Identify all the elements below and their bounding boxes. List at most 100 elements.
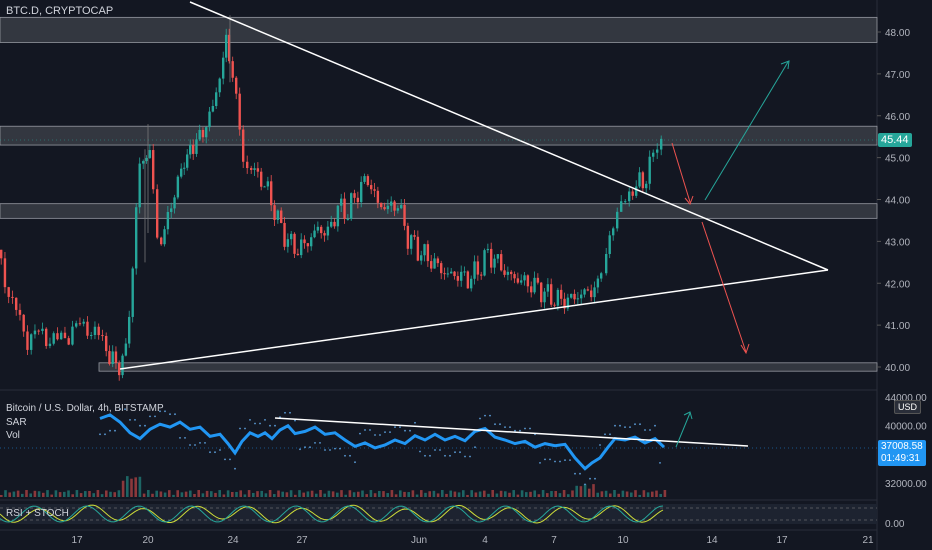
- sr-zone[interactable]: [0, 16, 878, 43]
- sar-dot: [244, 427, 246, 430]
- candle-body: [75, 323, 78, 327]
- candle-body: [67, 338, 70, 345]
- candle-body: [660, 138, 663, 150]
- sar-dot: [344, 454, 346, 457]
- candle-body: [320, 226, 323, 234]
- sar-dot: [219, 449, 221, 451]
- volume-bar: [436, 493, 440, 497]
- candle-body: [546, 284, 550, 292]
- candle-body: [450, 271, 453, 274]
- volume-bar: [46, 490, 49, 497]
- sar-dot: [599, 444, 601, 446]
- volume-bar: [373, 493, 377, 497]
- currency-badge[interactable]: USD: [894, 400, 922, 414]
- sr-zone[interactable]: [0, 125, 878, 146]
- sar-dot: [129, 419, 131, 421]
- sar-dot: [654, 424, 656, 427]
- sar-dot: [524, 427, 526, 430]
- volume-bar: [655, 490, 658, 497]
- sar-dot: [509, 426, 511, 428]
- btc-resistance-trendline[interactable]: [274, 417, 749, 447]
- volume-bar: [533, 490, 536, 497]
- volume-bar: [63, 491, 66, 497]
- lower-trendline[interactable]: [119, 269, 829, 370]
- volume-bar: [491, 490, 494, 497]
- volume-bar: [289, 490, 293, 497]
- candlestick-series: [0, 15, 663, 381]
- volume-bar: [596, 492, 599, 497]
- volume-bar: [512, 490, 515, 497]
- candle-body: [543, 291, 546, 303]
- btc-price-line: [99, 413, 666, 471]
- candle-body: [336, 205, 340, 227]
- x-tick-label: 10: [617, 535, 629, 546]
- candle-body: [313, 230, 316, 238]
- volume-bar: [382, 491, 385, 497]
- up-arrow: [704, 61, 789, 201]
- candle-body: [386, 205, 390, 210]
- up-arrow-head: [780, 60, 790, 70]
- vol-label[interactable]: Vol: [6, 430, 20, 441]
- sar-dot: [544, 458, 546, 461]
- candle-body: [186, 154, 189, 168]
- candle-body: [222, 57, 225, 79]
- upper-trendline[interactable]: [189, 1, 829, 271]
- candle-body: [176, 176, 180, 198]
- btc-up-arrow-line: [675, 412, 691, 448]
- candle-body: [225, 34, 228, 58]
- candle-body: [430, 261, 433, 269]
- sar-dot: [439, 449, 441, 451]
- volume-bar: [142, 493, 146, 497]
- candle-body: [480, 274, 483, 276]
- candle-body: [15, 297, 18, 310]
- volume-bar: [424, 492, 427, 497]
- volume-bar: [16, 490, 20, 497]
- down-arrow-long-head: [740, 343, 750, 355]
- candle-body: [41, 328, 44, 331]
- volume-bar: [134, 477, 137, 497]
- sar-dot: [659, 462, 661, 464]
- candle-body: [503, 270, 506, 275]
- sr-zone[interactable]: [0, 203, 878, 219]
- x-tick-label: 7: [551, 535, 557, 546]
- candle-body: [283, 222, 286, 247]
- candle-body: [266, 181, 270, 187]
- volume-bar: [75, 490, 79, 497]
- candle-body: [628, 191, 631, 202]
- rsi-title[interactable]: RSI + STOCH: [6, 508, 69, 519]
- candle-body: [293, 233, 296, 254]
- volume-bar: [168, 490, 171, 497]
- volume-bar: [42, 492, 45, 497]
- volume-bar: [281, 491, 284, 497]
- symbol-title[interactable]: BTC.D, CRYPTOCAP: [6, 5, 114, 17]
- sar-dot: [594, 477, 596, 480]
- sar-dot: [359, 432, 361, 435]
- sar-dot: [649, 429, 651, 431]
- candle-body: [353, 193, 356, 198]
- sar-dot: [624, 426, 626, 428]
- candle-body: [423, 244, 426, 256]
- volume-bar: [71, 494, 74, 497]
- btc-up-arrow-head: [683, 411, 693, 420]
- sr-zone[interactable]: [98, 362, 878, 372]
- volume-bar: [567, 494, 570, 497]
- volume-bar: [579, 486, 583, 497]
- candle-body: [152, 150, 155, 190]
- candle-body: [373, 189, 376, 191]
- volume-bar: [252, 492, 255, 497]
- volume-bar: [516, 494, 520, 497]
- sar-label[interactable]: SAR: [6, 417, 27, 428]
- btc-title[interactable]: Bitcoin / U.S. Dollar, 4h, BITSTAMP: [6, 403, 164, 414]
- volume-bar: [285, 492, 289, 497]
- sar-dot: [529, 427, 531, 430]
- candle-body: [303, 239, 306, 244]
- volume-bar: [617, 493, 620, 497]
- sar-dot: [224, 458, 226, 461]
- volume-bar: [117, 490, 121, 497]
- candle-body: [383, 207, 386, 210]
- volume-bar: [558, 493, 562, 497]
- candle-body: [7, 287, 10, 297]
- candle-body: [506, 271, 510, 275]
- volume-bar: [571, 490, 574, 497]
- sar-dot: [154, 415, 156, 418]
